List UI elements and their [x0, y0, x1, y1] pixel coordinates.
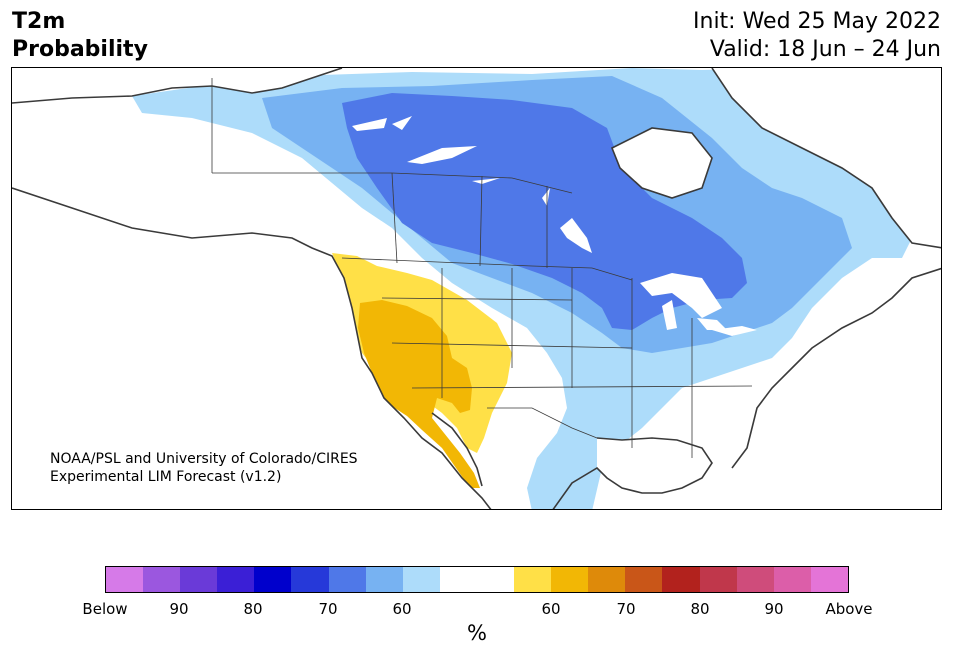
credit-line-2: Experimental LIM Forecast (v1.2): [50, 469, 282, 485]
north-america-map: [12, 68, 941, 509]
colorbar-label-above-70: 70: [616, 600, 636, 618]
lake-athabasca: [472, 178, 500, 184]
colorbar-segment: [773, 567, 811, 592]
colorbar-label-below-60: 60: [392, 600, 412, 618]
lake-michigan: [662, 300, 677, 330]
forecast-dates: Init: Wed 25 May 2022 Valid: 18 Jun – 24…: [693, 8, 941, 64]
water-bodies: [352, 116, 757, 336]
valid-range: Valid: 18 Jun – 24 Jun: [709, 37, 941, 62]
greenland: [712, 68, 941, 248]
colorbar-segment: [514, 567, 552, 592]
colorbar-segment: [662, 567, 700, 592]
colorbar-segment: [106, 567, 144, 592]
colorbar-segment: [254, 567, 292, 592]
colorbar-label-below-90: 90: [169, 600, 189, 618]
great-slave-lake: [407, 146, 477, 164]
colorbar-segment: [365, 567, 403, 592]
colorbar-segment: [180, 567, 218, 592]
reindeer-lake: [542, 188, 550, 206]
colorbar-segment: [143, 567, 181, 592]
map-title: T2m Probability: [12, 8, 148, 64]
lake-huron: [697, 318, 727, 330]
hudson-bay: [612, 128, 712, 198]
colorbar-segment: [476, 567, 515, 592]
colorbar-label-below-70: 70: [318, 600, 338, 618]
political-borders: [211, 78, 753, 458]
variable-label: T2m: [12, 9, 66, 34]
lake-erie: [712, 326, 757, 336]
init-date: Init: Wed 25 May 2022: [693, 9, 941, 34]
colorbar-label-above-60: 60: [541, 600, 561, 618]
colorbar-segment: [588, 567, 626, 592]
metric-label: Probability: [12, 37, 148, 62]
above-normal-65-region: [358, 300, 480, 488]
colorbar-segment: [810, 567, 848, 592]
colorbar-label-below-80: 80: [243, 600, 263, 618]
lake-winnipeg: [560, 218, 592, 253]
colorbar-label-above: Above: [825, 600, 873, 618]
colorbar-segment: [217, 567, 255, 592]
colorbar-segment: [328, 567, 366, 592]
atlantic-ocean: [655, 268, 941, 509]
colorbar: [105, 566, 849, 593]
map-panel: NOAA/PSL and University of Colorado/CIRE…: [11, 67, 942, 510]
colorbar-segment: [736, 567, 774, 592]
gulf-of-mexico: [597, 438, 712, 493]
credit-line-1: NOAA/PSL and University of Colorado/CIRE…: [50, 451, 358, 467]
arctic-ocean: [12, 68, 342, 103]
colorbar-segment: [625, 567, 663, 592]
colorbar-units: %: [467, 621, 487, 645]
colorbar-segment: [291, 567, 329, 592]
colorbar-label-above-80: 80: [690, 600, 710, 618]
pacific-ocean: [12, 188, 491, 509]
great-bear-lake: [352, 116, 412, 131]
colorbar-segment: [439, 567, 477, 592]
colorbar-segment: [699, 567, 737, 592]
credit-text: NOAA/PSL and University of Colorado/CIRE…: [50, 450, 358, 486]
lake-superior: [640, 273, 722, 318]
colorbar-label-above-90: 90: [764, 600, 784, 618]
colorbar-label-below: Below: [82, 600, 128, 618]
colorbar-segment: [402, 567, 440, 592]
colorbar-segment: [551, 567, 589, 592]
